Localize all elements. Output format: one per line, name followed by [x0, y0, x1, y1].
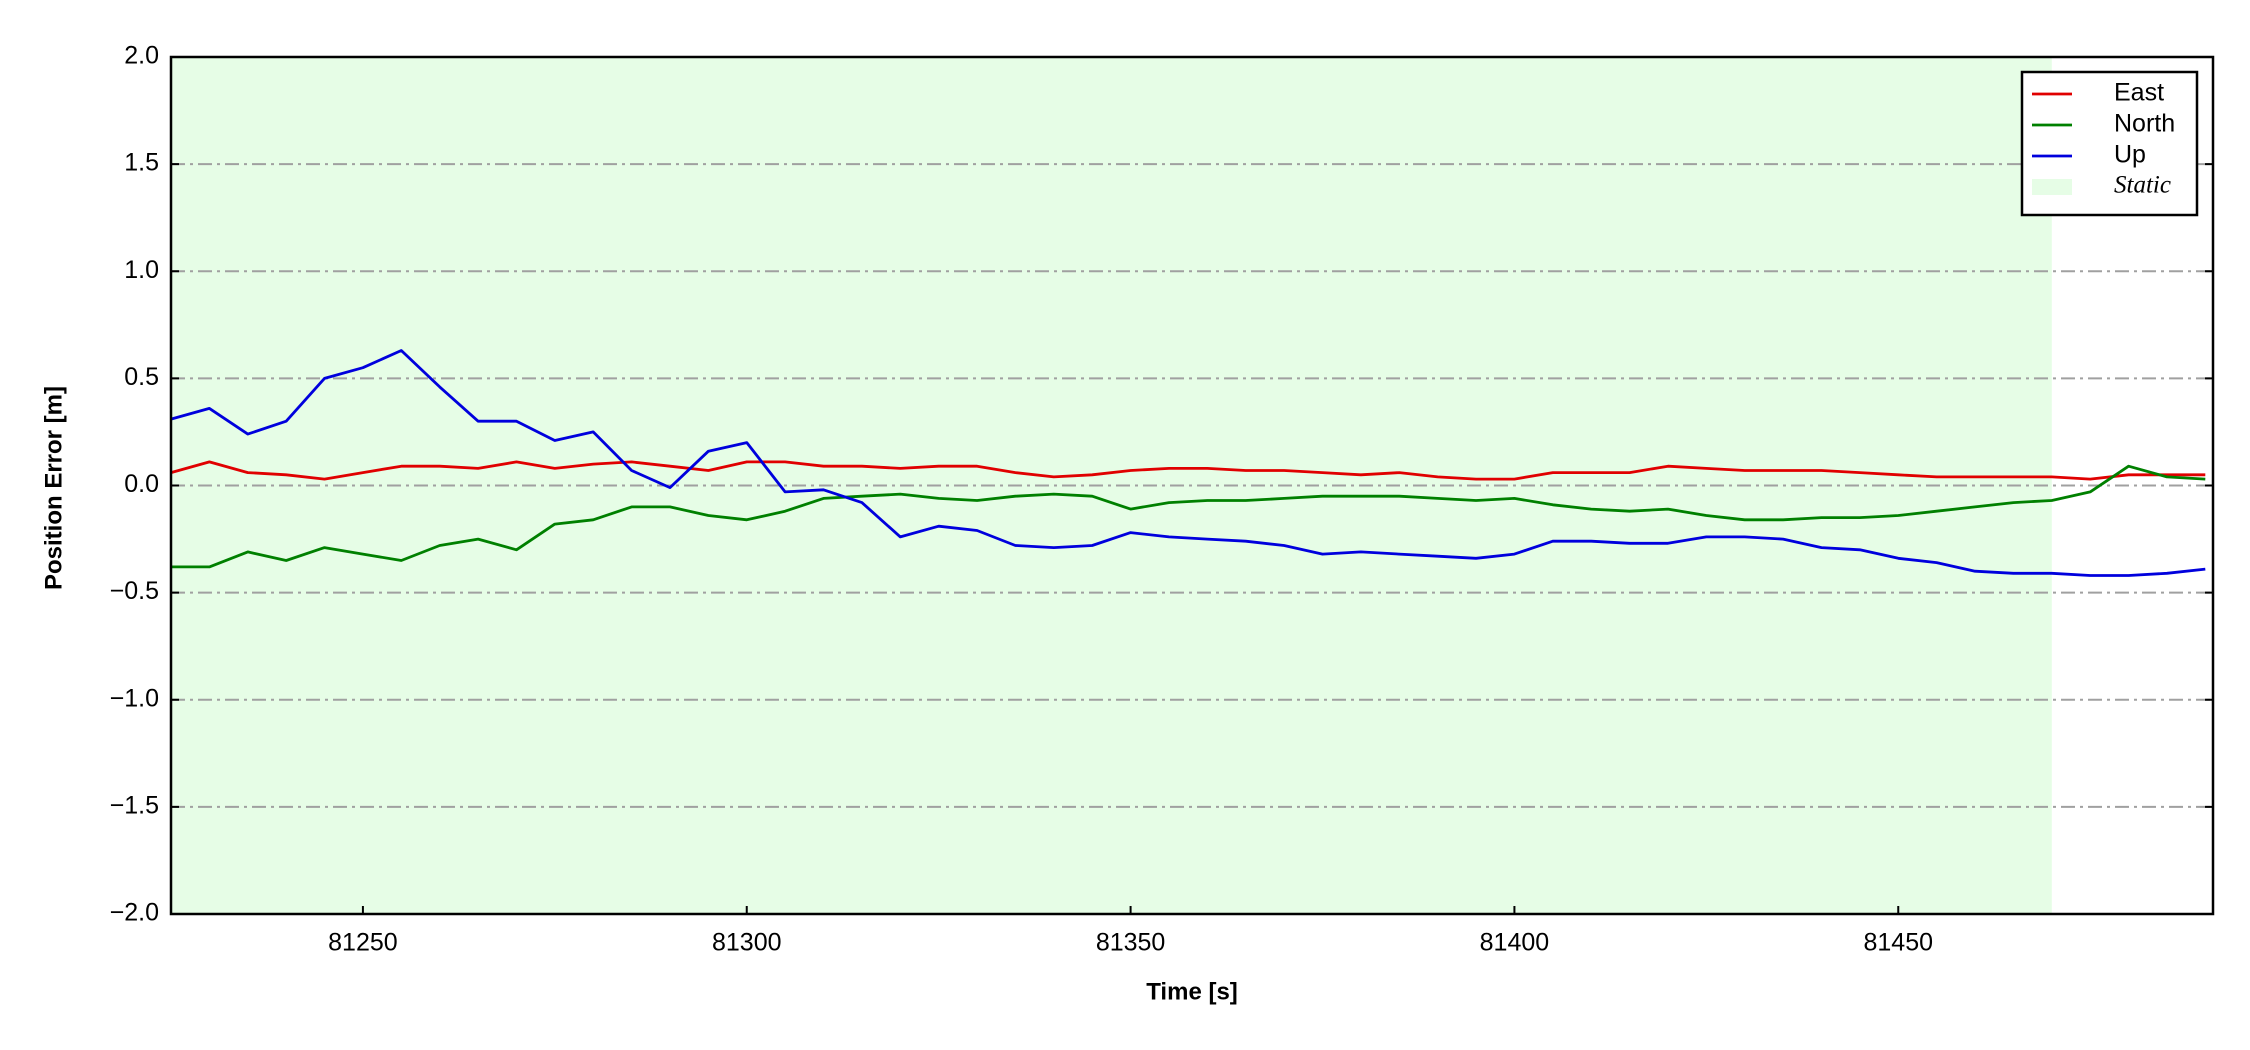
- y-tick-label: 1.0: [124, 256, 159, 284]
- x-tick-label: 81300: [712, 929, 782, 957]
- y-tick-label: −1.0: [110, 684, 159, 712]
- x-tick-label: 81400: [1480, 929, 1550, 957]
- y-tick-label: 2.0: [124, 42, 159, 70]
- y-tick-label: −0.5: [110, 577, 159, 605]
- plot-frame: [169, 55, 2215, 916]
- data-line: [170, 460, 2206, 481]
- legend-label: East: [2114, 79, 2164, 107]
- legend-label: Up: [2114, 141, 2146, 169]
- legend-label: North: [2114, 110, 2175, 138]
- x-tick-label: 81450: [1863, 929, 1933, 957]
- y-tick-label: 0.0: [124, 470, 159, 498]
- data-line: [171, 464, 2206, 569]
- x-tick-label: 81350: [1096, 929, 1166, 957]
- x-axis-label: Time [s]: [1146, 978, 1238, 1005]
- y-tick-label: −1.5: [110, 791, 159, 819]
- legend-label: Static: [2114, 172, 2171, 199]
- y-axis-label: Position Error [m]: [40, 386, 67, 590]
- legend-swatch: [2032, 179, 2072, 195]
- y-tick-label: 1.5: [124, 149, 159, 177]
- y-tick-label: −2.0: [110, 899, 159, 927]
- y-tick-label: 0.5: [124, 363, 159, 391]
- data-line: [170, 349, 2206, 577]
- x-tick-label: 81250: [328, 929, 398, 957]
